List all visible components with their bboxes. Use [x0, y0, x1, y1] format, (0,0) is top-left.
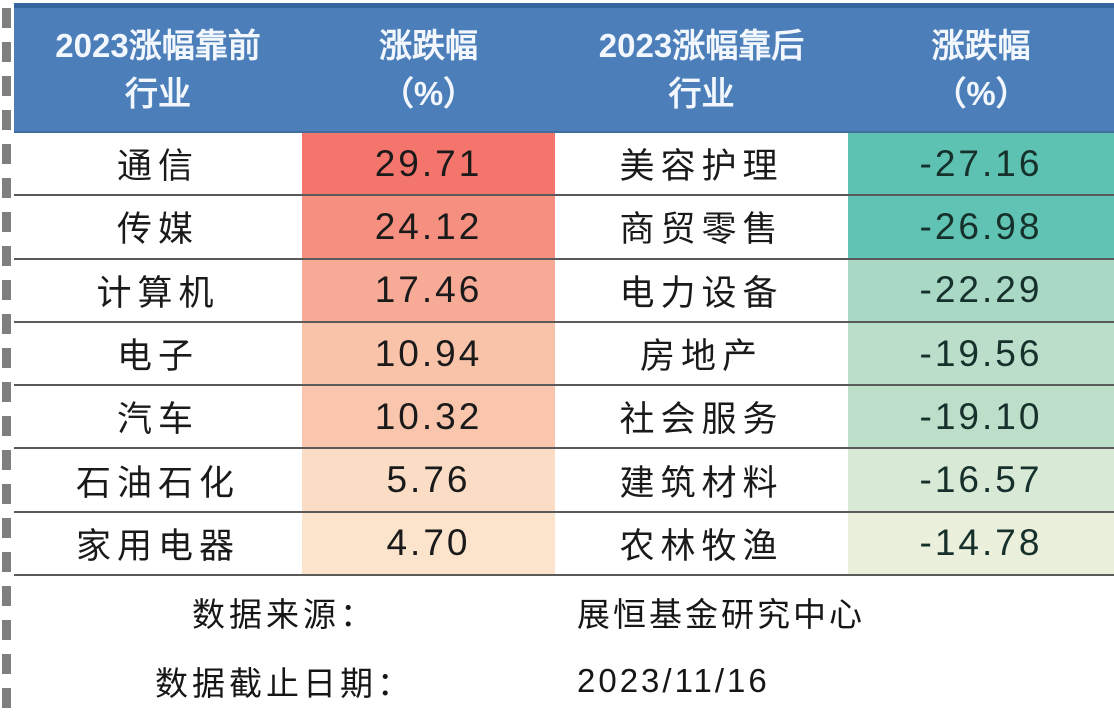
- header-loser-industry: 2023涨幅靠后 行业: [555, 8, 848, 131]
- table-row: 汽车 10.32 社会服务 -19.10: [14, 386, 1114, 450]
- table-row: 石油石化 5.76 建筑材料 -16.57: [14, 449, 1114, 513]
- footer-date-row: 数据截止日期： 2023/11/16: [14, 648, 1114, 714]
- header-gainer-industry-line1: 2023涨幅靠前: [55, 26, 261, 64]
- loser-change-cell: -27.16: [848, 133, 1114, 195]
- industry-performance-table: 2023涨幅靠前 行业 涨跌幅 （%） 2023涨幅靠后 行业 涨跌幅 （%） …: [14, 3, 1114, 714]
- footer-source-row: 数据来源： 展恒基金研究中心: [14, 576, 1114, 648]
- table-row: 电子 10.94 房地产 -19.56: [14, 322, 1114, 387]
- loser-industry-cell: 房地产: [639, 337, 763, 377]
- loser-change-cell: -22.29: [848, 259, 1114, 321]
- loser-change-cell: -19.10: [848, 386, 1114, 448]
- loser-industry-cell: 美容护理: [619, 147, 784, 187]
- loser-industry-cell: 社会服务: [619, 400, 784, 440]
- date-label: 数据截止日期：: [155, 665, 414, 703]
- gainer-industry-cell: 石油石化: [75, 463, 240, 503]
- gainer-change-cell: 10.32: [302, 386, 555, 448]
- gainer-industry-cell: 汽车: [116, 400, 199, 440]
- header-loser-change-line2: （%）: [933, 74, 1029, 112]
- header-gainer-change-line2: （%）: [380, 74, 477, 112]
- header-gainer-change-line1: 涨跌幅: [379, 26, 478, 64]
- table-row: 计算机 17.46 电力设备 -22.29: [14, 259, 1114, 323]
- loser-change-cell: -26.98: [848, 196, 1114, 258]
- source-label: 数据来源：: [192, 596, 377, 634]
- source-value: 展恒基金研究中心: [577, 596, 865, 634]
- header-loser-industry-line2: 行业: [668, 74, 735, 112]
- gainer-industry-cell: 计算机: [96, 273, 220, 313]
- gainer-industry-cell: 电子: [116, 337, 199, 377]
- loser-industry-cell: 商贸零售: [619, 210, 784, 250]
- table-header-row: 2023涨幅靠前 行业 涨跌幅 （%） 2023涨幅靠后 行业 涨跌幅 （%）: [14, 3, 1114, 133]
- loser-industry-cell: 建筑材料: [619, 463, 784, 503]
- gainer-change-cell: 10.94: [302, 322, 555, 385]
- gainer-change-cell: 5.76: [302, 449, 555, 511]
- loser-industry-cell: 电力设备: [619, 273, 784, 313]
- gainer-change-cell: 24.12: [302, 196, 555, 258]
- gainer-change-cell: 4.70: [302, 512, 555, 575]
- loser-change-cell: -16.57: [848, 449, 1114, 511]
- page-break-dashed-line: [2, 8, 11, 720]
- header-loser-change-line1: 涨跌幅: [931, 26, 1031, 64]
- header-loser-industry-line1: 2023涨幅靠后: [598, 26, 805, 64]
- table-row: 通信 29.71 美容护理 -27.16: [14, 133, 1114, 197]
- gainer-industry-cell: 传媒: [116, 210, 199, 250]
- header-gainer-change: 涨跌幅 （%）: [302, 8, 555, 131]
- loser-industry-cell: 农林牧渔: [619, 526, 784, 566]
- loser-change-cell: -19.56: [848, 322, 1114, 385]
- gainer-change-cell: 17.46: [302, 259, 555, 321]
- header-gainer-industry-line2: 行业: [125, 74, 191, 112]
- loser-change-cell: -14.78: [848, 512, 1114, 575]
- table-row: 家用电器 4.70 农林牧渔 -14.78: [14, 512, 1114, 577]
- gainer-change-cell: 29.71: [302, 133, 555, 195]
- table-row: 传媒 24.12 商贸零售 -26.98: [14, 196, 1114, 260]
- header-gainer-industry: 2023涨幅靠前 行业: [14, 8, 302, 131]
- header-loser-change: 涨跌幅 （%）: [848, 8, 1114, 131]
- gainer-industry-cell: 通信: [116, 147, 199, 187]
- date-value: 2023/11/16: [577, 662, 770, 700]
- gainer-industry-cell: 家用电器: [75, 526, 240, 566]
